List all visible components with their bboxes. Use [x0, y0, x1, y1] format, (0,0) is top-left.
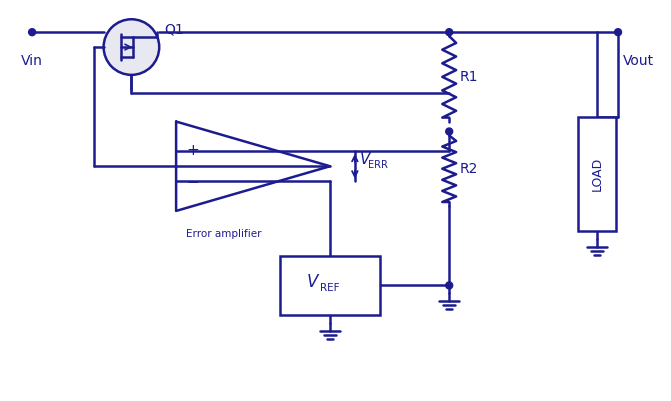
- Text: +: +: [186, 142, 199, 158]
- Text: −: −: [186, 175, 199, 190]
- Text: REF: REF: [320, 284, 340, 294]
- Text: Q1: Q1: [164, 22, 184, 36]
- Circle shape: [29, 29, 36, 36]
- Bar: [280, 255, 380, 315]
- Text: V: V: [360, 152, 370, 167]
- Ellipse shape: [103, 19, 159, 75]
- Text: ERR: ERR: [368, 160, 388, 170]
- Text: Vout: Vout: [623, 54, 654, 68]
- Text: R2: R2: [459, 162, 478, 176]
- Text: Vin: Vin: [21, 54, 43, 68]
- Circle shape: [446, 29, 453, 36]
- Circle shape: [615, 29, 621, 36]
- Bar: [578, 117, 616, 231]
- Circle shape: [446, 282, 453, 289]
- Circle shape: [446, 128, 453, 135]
- Text: R1: R1: [459, 70, 478, 84]
- Text: Error amplifier: Error amplifier: [186, 229, 262, 239]
- Text: LOAD: LOAD: [590, 156, 604, 191]
- Text: V: V: [307, 273, 318, 292]
